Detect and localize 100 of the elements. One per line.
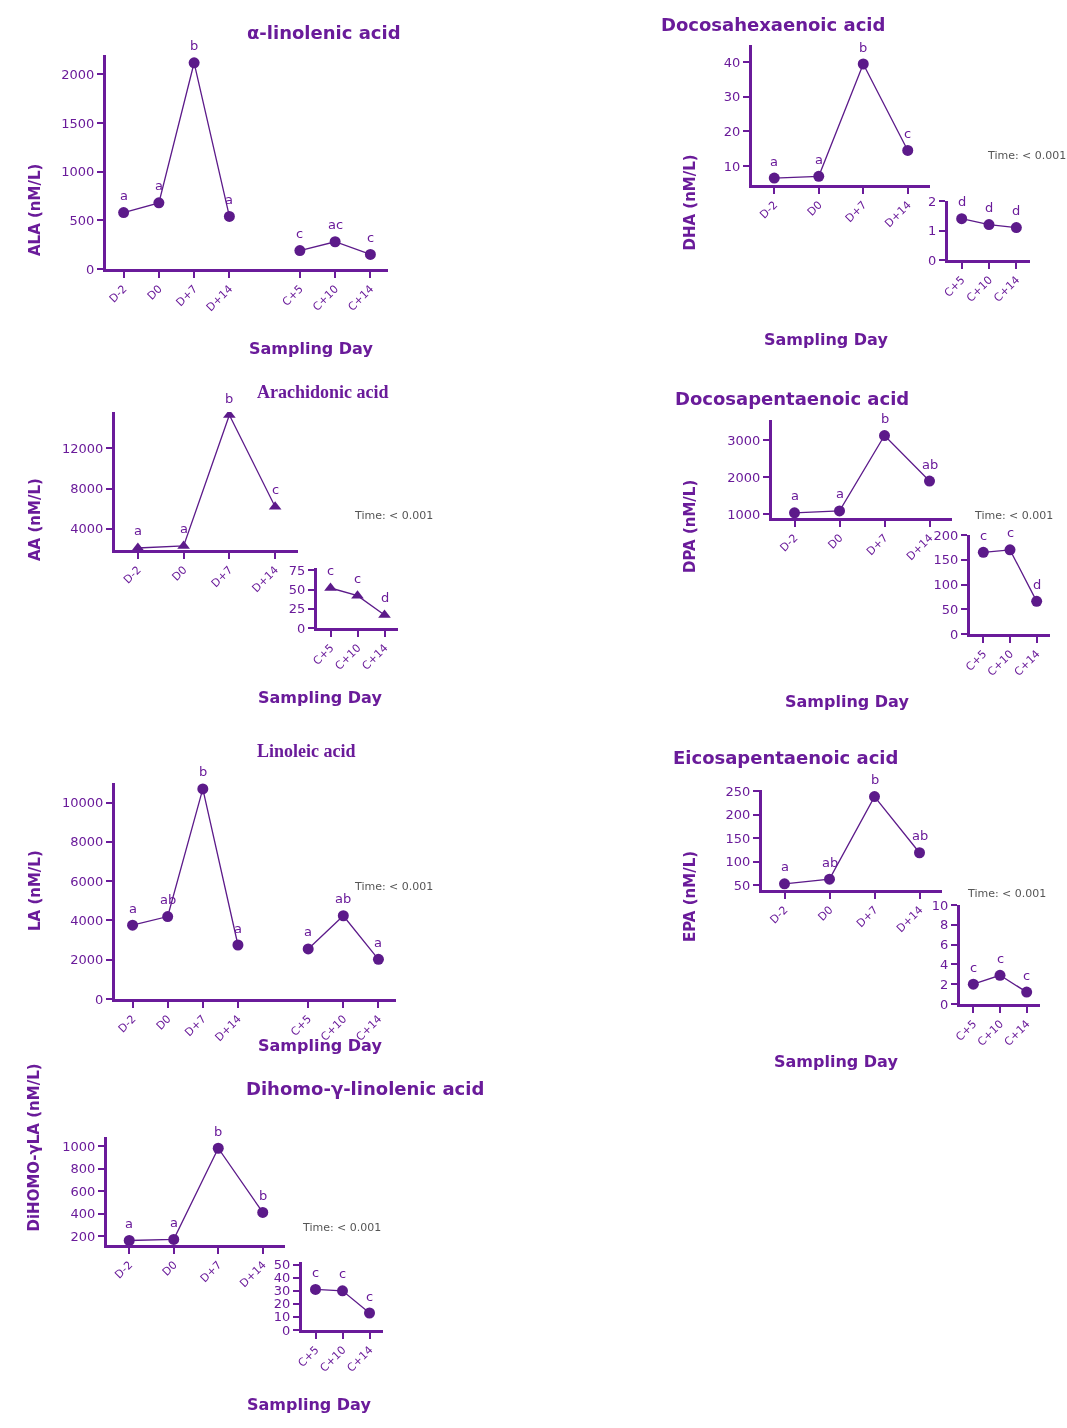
y-tick-label: 4000 bbox=[70, 913, 104, 928]
point bbox=[162, 911, 174, 923]
y-tick-label: 2000 bbox=[70, 952, 104, 968]
y-tick-label: 20 bbox=[273, 1296, 291, 1312]
point bbox=[956, 213, 968, 225]
x-tick-label: D0 bbox=[815, 903, 836, 924]
annotation: b bbox=[859, 40, 868, 55]
annotation: a bbox=[304, 924, 312, 939]
y-tick-label: 0 bbox=[940, 996, 949, 1012]
y-tick-label: 20 bbox=[723, 123, 741, 139]
point bbox=[977, 546, 989, 558]
y-tick-label: 2000 bbox=[61, 67, 95, 82]
point bbox=[879, 430, 890, 442]
x-tick-label: D0 bbox=[804, 198, 825, 219]
annotation: b bbox=[881, 411, 890, 426]
point bbox=[223, 210, 235, 222]
point bbox=[123, 1235, 135, 1245]
x-axis-title: Sampling Day bbox=[247, 1395, 372, 1414]
annotation: ab bbox=[822, 855, 839, 870]
annotation: a bbox=[815, 152, 823, 167]
y-tick-label: 1000 bbox=[61, 164, 95, 180]
point bbox=[857, 58, 869, 70]
annotation: ac bbox=[328, 217, 344, 232]
x-tick-label: D-2 bbox=[757, 198, 781, 222]
annotation: c bbox=[1023, 968, 1031, 983]
y-tick-label: 600 bbox=[70, 1183, 96, 1199]
y-tick-label: 0 bbox=[86, 261, 95, 277]
x-tick-label: D0 bbox=[159, 1258, 180, 1279]
y-tick-label: 40 bbox=[273, 1270, 291, 1286]
y-axis-title: LA (nM/L) bbox=[26, 850, 44, 931]
annotation: b bbox=[190, 38, 199, 53]
y-tick-label: 200 bbox=[933, 527, 959, 543]
y-tick-label: 25 bbox=[288, 601, 306, 617]
x-axis-title: Sampling Day bbox=[764, 330, 889, 349]
annotation: a bbox=[129, 901, 137, 916]
y-tick-label: 8 bbox=[940, 917, 949, 933]
x-axis-title: Sampling Day bbox=[258, 688, 383, 707]
annotation: c bbox=[354, 571, 362, 586]
annotation: a bbox=[170, 1215, 178, 1230]
point bbox=[364, 1307, 375, 1319]
annotation: b bbox=[871, 772, 880, 787]
annotation: a bbox=[836, 486, 844, 501]
y-tick-label: 0 bbox=[950, 626, 959, 642]
chart-title: Eicosapentaenoic acid bbox=[673, 747, 899, 768]
point bbox=[197, 783, 209, 795]
point bbox=[329, 236, 341, 248]
y-tick-label: 800 bbox=[70, 1161, 96, 1177]
chart-title: α-linolenic acid bbox=[247, 22, 401, 43]
annotation: c bbox=[970, 960, 978, 975]
y-tick-label: 200 bbox=[70, 1228, 96, 1244]
annotation: b bbox=[214, 1124, 223, 1139]
y-tick-label: 8000 bbox=[70, 834, 104, 850]
x-tick-label: D0 bbox=[169, 563, 190, 584]
annotation: b bbox=[199, 764, 208, 779]
y-tick-label: 0 bbox=[928, 252, 937, 268]
y-tick-label: 0 bbox=[95, 991, 104, 1007]
annotation: a bbox=[234, 921, 242, 936]
point bbox=[924, 475, 935, 487]
annotation: a bbox=[125, 1216, 133, 1231]
annotation: c bbox=[904, 126, 912, 141]
annotation: c bbox=[312, 1265, 320, 1280]
annotation: a bbox=[120, 188, 128, 203]
point bbox=[118, 207, 130, 219]
y-tick-label: 50 bbox=[273, 1257, 291, 1273]
point bbox=[813, 170, 825, 182]
x-tick-label: D-2 bbox=[112, 1258, 136, 1282]
y-tick-label: 500 bbox=[69, 212, 95, 228]
point bbox=[834, 505, 845, 517]
annotation: b bbox=[259, 1188, 268, 1203]
annotation: d bbox=[381, 590, 390, 605]
y-tick-label: 50 bbox=[733, 877, 751, 893]
point bbox=[127, 919, 139, 931]
y-axis-title: DHA (nM/L) bbox=[680, 154, 699, 251]
point bbox=[310, 1283, 321, 1295]
point bbox=[1031, 595, 1043, 607]
x-tick-label: D-2 bbox=[120, 563, 144, 587]
y-tick-label: 100 bbox=[725, 854, 751, 870]
annotation: d bbox=[958, 194, 967, 209]
y-tick-label: 2 bbox=[928, 193, 937, 209]
y-axis-title: ALA (nM/L) bbox=[26, 163, 44, 256]
y-tick-label: 1000 bbox=[727, 506, 761, 522]
annotation: a bbox=[180, 521, 188, 536]
y-axis-title: AA (nM/L) bbox=[26, 478, 44, 561]
chart-title: Docosapentaenoic acid bbox=[675, 388, 910, 409]
point bbox=[337, 910, 349, 922]
y-tick-label: 250 bbox=[725, 783, 751, 799]
y-tick-label: 10000 bbox=[62, 795, 104, 811]
text: Time: < 0.001 bbox=[967, 887, 1047, 900]
y-tick-label: 8000 bbox=[70, 481, 104, 497]
text: Dihomo-γ-linolenic acid bbox=[246, 1078, 485, 1099]
y-tick-label: 50 bbox=[941, 601, 959, 617]
y-tick-label: 0 bbox=[297, 620, 306, 636]
y-tick-label: 30 bbox=[273, 1283, 291, 1299]
y-axis-title: DiHOMO-γLA (nM/L) bbox=[24, 1063, 43, 1232]
point bbox=[257, 1206, 269, 1218]
annotation: c bbox=[367, 230, 375, 245]
point bbox=[983, 219, 995, 231]
y-tick-label: 4 bbox=[940, 956, 949, 972]
y-tick-label: 12000 bbox=[62, 440, 104, 456]
point bbox=[869, 791, 880, 803]
